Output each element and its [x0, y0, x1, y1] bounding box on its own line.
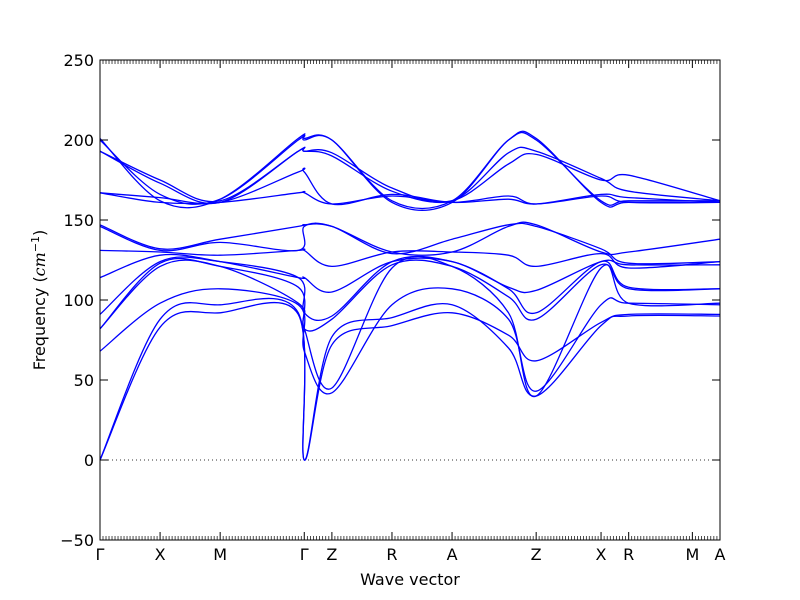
- x-tick-label: Γ: [300, 545, 309, 564]
- band-line-16: [99, 130, 720, 211]
- x-tick-label: R: [623, 545, 634, 564]
- phonon-bands: [99, 130, 721, 461]
- x-tick-label: M: [213, 545, 227, 564]
- band-line-9: [99, 222, 721, 265]
- y-axis-title-main: Frequency (: [30, 276, 49, 370]
- band-line-5: [99, 257, 721, 332]
- x-tick-label: A: [447, 545, 458, 564]
- x-tick-label: Z: [531, 545, 542, 564]
- y-axis-title-close: ): [30, 230, 49, 236]
- x-tick-label: Γ: [96, 545, 105, 564]
- band-line-10: [99, 221, 721, 256]
- band-line-7: [99, 253, 721, 294]
- y-axis-title-unit: cm: [30, 252, 49, 276]
- x-tick-label: R: [386, 545, 397, 564]
- x-axis-title: Wave vector: [360, 570, 460, 589]
- y-axis-title: Frequency (cm−1): [29, 230, 50, 371]
- x-tick-label: A: [715, 545, 726, 564]
- y-axis-ticks: −50 0 50 100 150 200 250: [60, 51, 720, 550]
- y-axis-title-exponent: −1: [29, 236, 42, 252]
- y-tick-label: −50: [60, 531, 94, 550]
- band-line-1: [99, 301, 721, 461]
- y-tick-label: 0: [84, 451, 94, 470]
- y-tick-label: 200: [63, 131, 94, 150]
- x-tick-label: M: [685, 545, 699, 564]
- plot-frame: [99, 59, 721, 541]
- x-tick-label: X: [155, 545, 166, 564]
- band-line-14: [99, 146, 721, 204]
- band-line-4: [99, 255, 721, 397]
- y-tick-label: 150: [63, 211, 94, 230]
- x-tick-label: X: [596, 545, 607, 564]
- x-tick-label: Z: [326, 545, 337, 564]
- y-tick-label: 50: [74, 371, 94, 390]
- y-tick-label: 250: [63, 51, 94, 70]
- band-line-2: [99, 297, 721, 461]
- band-line-13: [99, 146, 721, 205]
- band-line-3: [99, 287, 721, 395]
- y-tick-label: 100: [63, 291, 94, 310]
- minor-ticks: [102, 60, 718, 540]
